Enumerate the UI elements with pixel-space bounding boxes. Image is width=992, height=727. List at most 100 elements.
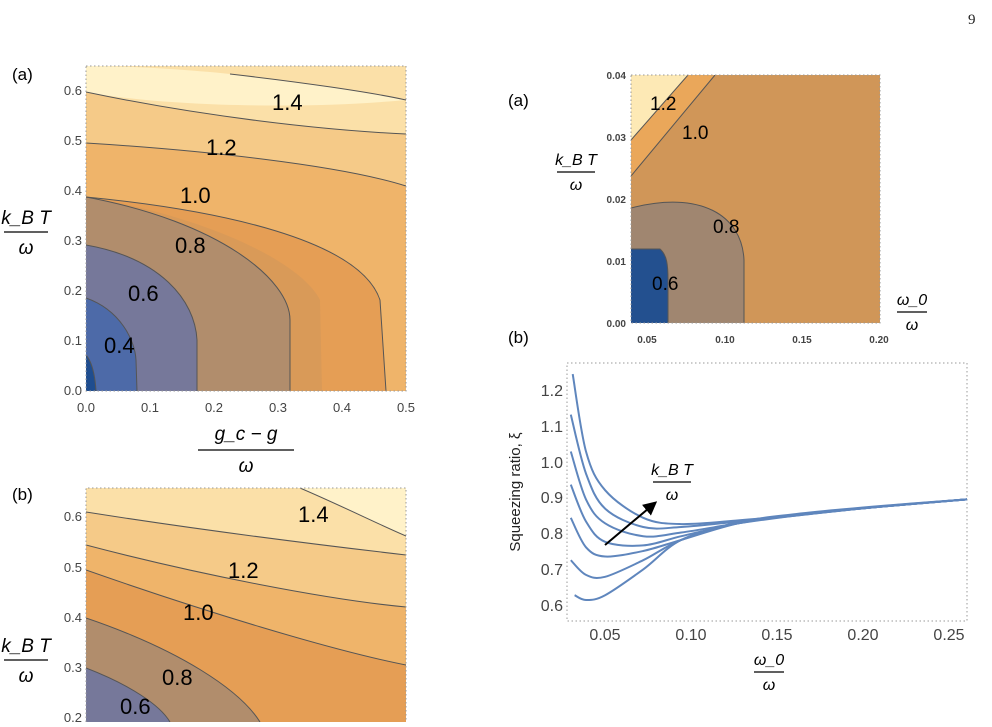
y-tick-label: 0.6 bbox=[64, 509, 82, 524]
arrow-label-denominator: ω bbox=[666, 487, 678, 504]
x-tick-label: 0.05 bbox=[589, 627, 620, 644]
y-tick-label: 0.0 bbox=[64, 383, 82, 398]
left-b-ylabel: k_B T ω bbox=[1, 636, 52, 687]
y-tick-label: 0.6 bbox=[541, 598, 563, 615]
y-tick-label: 0.5 bbox=[64, 560, 82, 575]
region-below-0-4 bbox=[86, 355, 96, 391]
level-label: 1.2 bbox=[206, 135, 237, 160]
left-a-contour-lines bbox=[86, 73, 406, 391]
x-label-denominator: ω bbox=[763, 677, 775, 694]
level-label: 1.4 bbox=[298, 502, 329, 527]
level-label: 1.0 bbox=[682, 123, 708, 144]
y-tick-label: 0.4 bbox=[64, 610, 82, 625]
level-label: 0.6 bbox=[128, 281, 159, 306]
y-tick-label: 0.6 bbox=[64, 83, 82, 98]
y-tick-label: 0.03 bbox=[607, 133, 627, 144]
right-a-frame bbox=[630, 74, 881, 324]
x-label-denominator: ω bbox=[906, 317, 918, 334]
right-a-contour-regions bbox=[631, 75, 880, 323]
y-tick-label: 0.8 bbox=[541, 526, 563, 543]
y-tick-label: 0.04 bbox=[607, 71, 627, 82]
x-tick-label: 0.25 bbox=[933, 627, 964, 644]
right-b-yticks: 0.6 0.7 0.8 0.9 1.0 1.1 1.2 bbox=[541, 383, 563, 615]
level-label: 1.4 bbox=[272, 90, 303, 115]
y-label-numerator: k_B T bbox=[1, 208, 52, 229]
y-tick-label: 0.9 bbox=[541, 490, 563, 507]
level-label: 1.0 bbox=[180, 183, 211, 208]
x-label-denominator: ω bbox=[239, 456, 254, 477]
left-b-frame bbox=[85, 487, 407, 722]
series-line-3 bbox=[569, 498, 968, 558]
y-tick-label: 0.01 bbox=[607, 257, 627, 268]
left-a-frame bbox=[85, 65, 407, 392]
right-b-xlabel: ω_0 ω bbox=[754, 652, 784, 694]
left-a-ylabel: k_B T ω bbox=[1, 208, 52, 259]
x-label-numerator: g_c − g bbox=[215, 424, 278, 445]
right-a-xticks: 0.05 0.10 0.15 0.20 bbox=[637, 335, 889, 346]
y-label-numerator: k_B T bbox=[1, 636, 52, 657]
level-label: 0.8 bbox=[162, 665, 193, 690]
x-tick-label: 0.20 bbox=[869, 335, 889, 346]
right-b-panel-label: (b) bbox=[508, 328, 529, 347]
right-b-xticks: 0.05 0.10 0.15 0.20 0.25 bbox=[589, 627, 964, 644]
left-a-xticks: 0.0 0.1 0.2 0.3 0.4 0.5 bbox=[77, 400, 415, 415]
y-tick-label: 0.7 bbox=[541, 562, 563, 579]
y-label-numerator: k_B T bbox=[555, 152, 598, 169]
y-tick-label: 1.2 bbox=[541, 383, 563, 400]
level-label: 0.4 bbox=[104, 333, 135, 358]
right-a-panel: (a) 1.2 1.0 0.8 0.6 bbox=[508, 71, 927, 346]
x-tick-label: 0.10 bbox=[675, 627, 706, 644]
y-tick-label: 0.00 bbox=[607, 319, 627, 330]
left-a-contour-regions bbox=[86, 66, 406, 391]
series-line-1 bbox=[574, 498, 968, 602]
level-label: 1.0 bbox=[183, 600, 214, 625]
y-tick-label: 1.0 bbox=[541, 455, 563, 472]
left-a-panel-label: (a) bbox=[12, 65, 33, 84]
x-tick-label: 0.1 bbox=[141, 400, 159, 415]
y-tick-label: 0.3 bbox=[64, 233, 82, 248]
temperature-arrow: k_B T ω bbox=[604, 462, 694, 546]
x-tick-label: 0.3 bbox=[269, 400, 287, 415]
x-tick-label: 0.05 bbox=[637, 335, 657, 346]
x-tick-label: 0.15 bbox=[761, 627, 792, 644]
right-a-contour-lines bbox=[631, 75, 745, 323]
y-tick-label: 0.2 bbox=[64, 710, 82, 722]
left-b-contour-lines bbox=[86, 488, 406, 723]
region-0-6 bbox=[631, 249, 668, 323]
y-label-denominator: ω bbox=[19, 666, 34, 687]
x-label-numerator: ω_0 bbox=[754, 652, 784, 669]
y-tick-label: 0.1 bbox=[64, 333, 82, 348]
page-number: 9 bbox=[968, 12, 976, 28]
y-tick-label: 0.4 bbox=[64, 183, 82, 198]
right-a-ylabel: k_B T ω bbox=[555, 152, 598, 194]
x-tick-label: 0.0 bbox=[77, 400, 95, 415]
x-tick-label: 0.15 bbox=[792, 335, 812, 346]
x-tick-label: 0.2 bbox=[205, 400, 223, 415]
x-tick-label: 0.20 bbox=[847, 627, 878, 644]
level-label: 0.8 bbox=[175, 233, 206, 258]
x-tick-label: 0.10 bbox=[715, 335, 735, 346]
y-label-denominator: ω bbox=[19, 238, 34, 259]
y-tick-label: 0.3 bbox=[64, 660, 82, 675]
left-a-level-labels: 1.4 1.2 1.0 0.8 0.6 0.4 bbox=[104, 90, 303, 358]
level-label: 1.2 bbox=[650, 94, 676, 115]
series-line-4 bbox=[569, 484, 968, 547]
right-a-level-labels: 1.2 1.0 0.8 0.6 bbox=[650, 94, 739, 295]
right-a-panel-label: (a) bbox=[508, 91, 529, 110]
left-a-xlabel: g_c − g ω bbox=[198, 424, 294, 477]
left-b-yticks: 0.2 0.3 0.4 0.5 0.6 bbox=[64, 509, 82, 725]
left-a-yticks: 0.0 0.1 0.2 0.3 0.4 0.5 0.6 bbox=[64, 83, 82, 398]
x-tick-label: 0.4 bbox=[333, 400, 351, 415]
series-line-7 bbox=[571, 373, 968, 526]
left-b-contour-regions bbox=[86, 488, 406, 727]
arrow-label-numerator: k_B T bbox=[651, 462, 694, 479]
x-tick-label: 0.5 bbox=[397, 400, 415, 415]
y-label-denominator: ω bbox=[570, 177, 582, 194]
right-b-panel: (b) 0.05 0.10 0.15 0.20 0.25 0.6 0.7 0.8… bbox=[507, 328, 968, 694]
y-tick-label: 0.02 bbox=[607, 195, 627, 206]
right-a-yticks: 0.00 0.01 0.02 0.03 0.04 bbox=[607, 71, 627, 330]
region-1-4 bbox=[86, 66, 406, 100]
left-b-panel: (b) 1.4 bbox=[1, 485, 407, 727]
